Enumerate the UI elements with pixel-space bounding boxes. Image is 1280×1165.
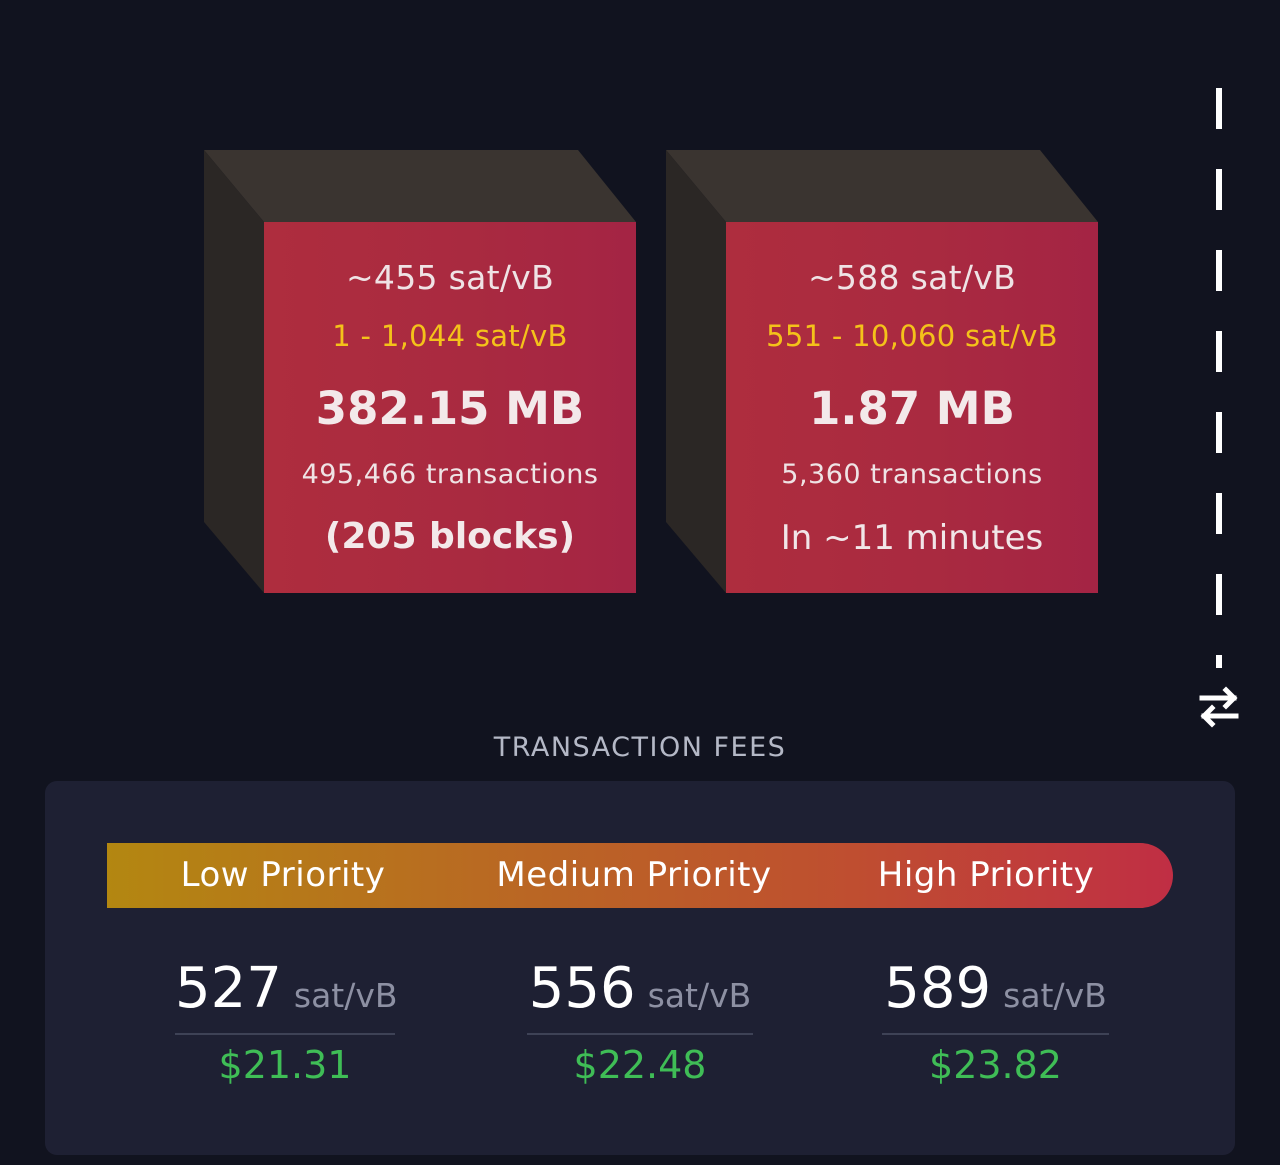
median-fee: ~455 sat/vB — [345, 258, 555, 297]
block-count: (205 blocks) — [324, 516, 576, 557]
block-size: 1.87 MB — [809, 382, 1015, 435]
block-side-face — [666, 150, 726, 593]
fee-usd: $23.82 — [929, 1043, 1062, 1087]
fee-rate: 527 sat/vB — [175, 953, 398, 1035]
block-side-face — [204, 150, 264, 593]
transaction-count: 495,466 transactions — [301, 459, 599, 490]
transaction-count: 5,360 transactions — [781, 459, 1043, 490]
block-front-face: ~455 sat/vB 1 - 1,044 sat/vB 382.15 MB 4… — [264, 222, 636, 593]
fee-range: 551 - 10,060 sat/vB — [766, 319, 1058, 353]
fee-rate-unit: sat/vB — [647, 976, 752, 1015]
block-size: 382.15 MB — [315, 382, 585, 435]
medium-priority-label: Medium Priority — [496, 855, 772, 895]
block-top-face — [666, 150, 1098, 222]
block-top-face — [204, 150, 636, 222]
high-priority-label: High Priority — [877, 855, 1095, 895]
fee-rate-value: 589 — [884, 956, 992, 1021]
block-front-face: ~588 sat/vB 551 - 10,060 sat/vB 1.87 MB … — [726, 222, 1098, 593]
low-priority-label: Low Priority — [180, 855, 386, 895]
median-fee: ~588 sat/vB — [807, 258, 1017, 297]
mempool-block-2[interactable]: ~588 sat/vB 551 - 10,060 sat/vB 1.87 MB … — [666, 150, 1098, 593]
fee-rate: 556 sat/vB — [527, 953, 753, 1035]
fee-rate-unit: sat/vB — [293, 976, 398, 1015]
fee-usd: $21.31 — [218, 1043, 352, 1087]
arrows-left-right-icon[interactable] — [1196, 684, 1242, 730]
high-priority-fee: 589 sat/vB $23.82 — [882, 953, 1109, 1087]
fee-usd: $22.48 — [573, 1043, 707, 1087]
mempool-block-1[interactable]: ~455 sat/vB 1 - 1,044 sat/vB 382.15 MB 4… — [204, 150, 636, 593]
priority-bar: Low Priority Medium Priority High Priori… — [107, 843, 1173, 908]
fee-rate-unit: sat/vB — [1003, 976, 1107, 1015]
block-eta: In ~11 minutes — [780, 518, 1044, 558]
transaction-fees-title: TRANSACTION FEES — [493, 732, 787, 763]
medium-priority-fee: 556 sat/vB $22.48 — [527, 953, 753, 1087]
transaction-fees-card: Low Priority Medium Priority High Priori… — [45, 781, 1235, 1155]
low-priority-fee: 527 sat/vB $21.31 — [175, 953, 398, 1087]
mempool-divider — [1216, 88, 1222, 668]
fee-rate: 589 sat/vB — [882, 953, 1109, 1035]
fee-range: 1 - 1,044 sat/vB — [332, 319, 568, 353]
fee-rate-value: 527 — [175, 956, 282, 1021]
fee-rate-value: 556 — [528, 956, 636, 1021]
